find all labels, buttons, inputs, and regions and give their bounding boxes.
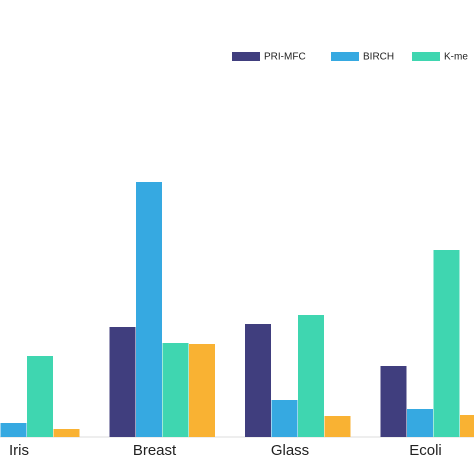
bar xyxy=(109,327,136,437)
bar xyxy=(460,415,474,437)
bar xyxy=(27,356,53,437)
x-tick-label: Ecoli xyxy=(409,442,442,459)
bar xyxy=(380,366,407,437)
bar xyxy=(0,423,27,437)
bar xyxy=(271,400,298,437)
bar xyxy=(407,409,433,437)
bar xyxy=(189,344,215,437)
bar xyxy=(298,315,324,437)
x-tick-label: Breast xyxy=(133,442,177,459)
bar xyxy=(136,182,162,437)
legend-swatch xyxy=(232,52,260,61)
legend-label: K-me xyxy=(444,52,468,63)
bar xyxy=(245,324,271,437)
bar xyxy=(53,429,80,437)
bar xyxy=(433,250,460,437)
x-tick-label: Iris xyxy=(9,442,29,459)
legend-label: PRI-MFC xyxy=(264,52,306,63)
legend-swatch xyxy=(412,52,440,61)
bar xyxy=(324,416,351,437)
legend-swatch xyxy=(331,52,359,61)
legend-label: BIRCH xyxy=(363,52,394,63)
x-tick-label: Glass xyxy=(271,442,309,459)
bar xyxy=(162,343,189,437)
